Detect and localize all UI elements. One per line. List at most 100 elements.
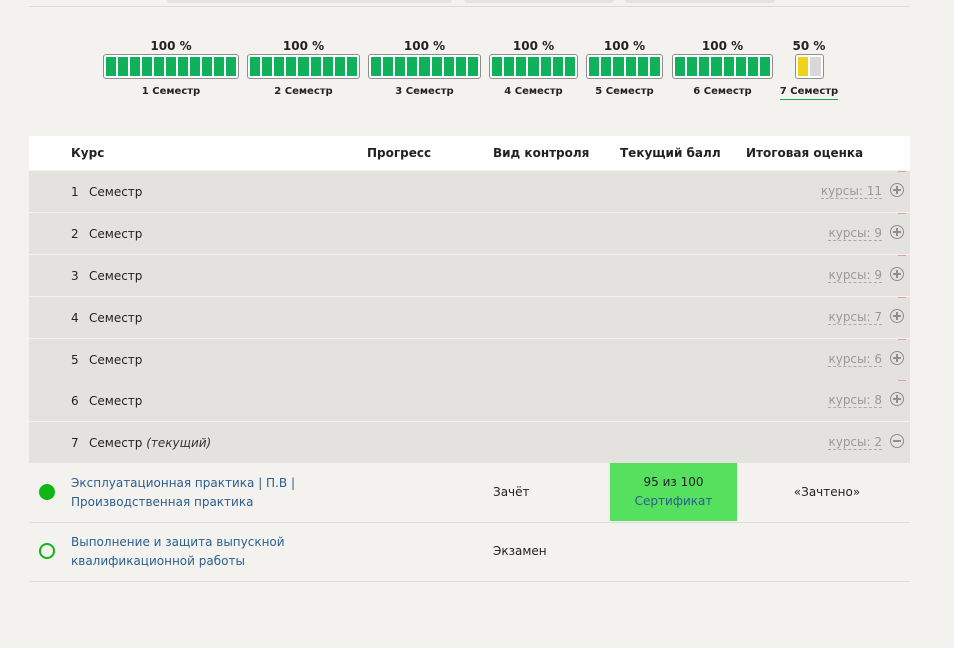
semester-progress-1[interactable]: 100 % 1 Семестр	[103, 38, 239, 97]
expand-icon[interactable]	[890, 183, 904, 197]
semester-percent: 100 %	[512, 39, 555, 53]
top-tab[interactable]	[625, 0, 775, 3]
course-title-link[interactable]: Эксплуатационная практика | П.В | Произв…	[71, 476, 295, 509]
marker	[898, 213, 906, 214]
progress-segment	[699, 57, 710, 76]
progress-segment	[613, 57, 624, 76]
semester-row[interactable]: 6 Семестр курсы: 8	[29, 380, 910, 422]
semester-progress-2[interactable]: 100 % 2 Семестр	[247, 38, 360, 97]
header-score: Текущий балл	[620, 146, 721, 160]
semester-row[interactable]: 5 Семестр курсы: 6	[29, 339, 910, 381]
progress-segment	[310, 57, 321, 76]
progress-segment	[735, 57, 746, 76]
progress-segment	[516, 57, 527, 76]
courses-count-link[interactable]: курсы: 11	[820, 184, 882, 199]
progress-segment	[202, 57, 212, 76]
semester-name: Семестр	[89, 353, 143, 367]
top-tab[interactable]	[167, 0, 452, 3]
progress-segment	[637, 57, 648, 76]
score-value: 95 из 100	[643, 475, 704, 489]
semester-progress-bar	[672, 54, 773, 79]
semester-progress-bar	[794, 54, 824, 79]
expand-icon[interactable]	[890, 267, 904, 281]
course-title-link[interactable]: Выполнение и защита выпускной квалификац…	[71, 535, 285, 568]
course-row: Выполнение и защита выпускной квалификац…	[29, 522, 910, 582]
progress-segment	[130, 57, 140, 76]
courses-count-link[interactable]: курсы: 9	[828, 268, 882, 283]
progress-segment	[262, 57, 273, 76]
header-course: Курс	[71, 146, 105, 160]
progress-segment	[528, 57, 539, 76]
progress-segment	[810, 57, 821, 76]
progress-segment	[711, 57, 722, 76]
semester-label-active: 7 Семестр	[779, 86, 839, 100]
courses-count-link[interactable]: курсы: 9	[828, 226, 882, 241]
semester-row[interactable]: 4 Семестр курсы: 7	[29, 297, 910, 339]
progress-segment	[383, 57, 394, 76]
progress-segment	[166, 57, 176, 76]
control-type: Экзамен	[493, 544, 547, 558]
progress-segment	[178, 57, 188, 76]
semester-label: 3 Семестр	[395, 86, 454, 97]
semester-progress-3[interactable]: 100 % 3 Семестр	[368, 38, 481, 97]
semester-progress-bar	[489, 54, 578, 79]
expand-icon[interactable]	[890, 225, 904, 239]
current-score-cell: 95 из 100 Сертификат	[610, 463, 737, 521]
progress-segment	[214, 57, 224, 76]
progress-segment	[395, 57, 406, 76]
control-type: Зачёт	[493, 485, 530, 499]
semester-percent: 100 %	[603, 39, 646, 53]
expand-icon[interactable]	[890, 351, 904, 365]
courses-count-link[interactable]: курсы: 7	[828, 310, 882, 325]
progress-segment	[431, 57, 442, 76]
marker	[898, 171, 906, 172]
status-incomplete-icon	[39, 543, 55, 559]
courses-count-link[interactable]: курсы: 6	[828, 352, 882, 367]
semester-label: 4 Семестр	[504, 86, 563, 97]
semester-name: Семестр	[89, 227, 143, 241]
progress-segment	[455, 57, 466, 76]
progress-segment	[118, 57, 128, 76]
semester-row[interactable]: 1 Семестр курсы: 11	[29, 171, 910, 213]
progress-segment	[589, 57, 600, 76]
progress-segment	[154, 57, 164, 76]
semester-progress-5[interactable]: 100 % 5 Семестр	[586, 38, 663, 97]
semester-percent: 100 %	[150, 39, 192, 53]
expand-icon[interactable]	[890, 309, 904, 323]
progress-segment	[625, 57, 636, 76]
courses-count-link[interactable]: курсы: 8	[828, 393, 882, 408]
progress-segment	[443, 57, 454, 76]
courses-count-link[interactable]: курсы: 2	[828, 435, 882, 450]
semester-progress-bar	[247, 54, 360, 79]
final-grade: «Зачтено»	[793, 485, 861, 499]
progress-segment	[250, 57, 261, 76]
top-tab[interactable]	[464, 0, 614, 3]
current-marker: (текущий)	[146, 436, 212, 450]
progress-segment	[322, 57, 333, 76]
semester-percent: 100 %	[403, 39, 446, 53]
semester-row[interactable]: 2 Семестр курсы: 9	[29, 213, 910, 255]
status-complete-icon	[39, 484, 55, 500]
progress-segment	[723, 57, 734, 76]
semester-name: Семестр	[89, 311, 143, 325]
semester-progress-bar	[368, 54, 481, 79]
progress-segment	[334, 57, 345, 76]
progress-segment	[797, 57, 808, 76]
semester-progress-4[interactable]: 100 % 4 Семестр	[489, 38, 578, 97]
certificate-link[interactable]: Сертификат	[634, 494, 713, 508]
semester-name: Семестр	[89, 394, 143, 408]
semester-row-current[interactable]: 7 Семестр (текущий) курсы: 2	[29, 422, 910, 464]
collapse-icon[interactable]	[890, 434, 904, 448]
top-bar	[29, 0, 910, 7]
progress-segment	[601, 57, 612, 76]
semester-row[interactable]: 3 Семестр курсы: 9	[29, 255, 910, 297]
semester-progress-7[interactable]: 50 % 7 Семестр	[774, 38, 844, 100]
expand-icon[interactable]	[890, 392, 904, 406]
progress-segment	[747, 57, 758, 76]
semester-label: 5 Семестр	[595, 86, 654, 97]
semester-percent: 50 %	[792, 39, 826, 53]
semester-progress-6[interactable]: 100 % 6 Семестр	[672, 38, 773, 97]
progress-segment	[675, 57, 686, 76]
semester-percent: 100 %	[282, 39, 325, 53]
progress-segment	[687, 57, 698, 76]
